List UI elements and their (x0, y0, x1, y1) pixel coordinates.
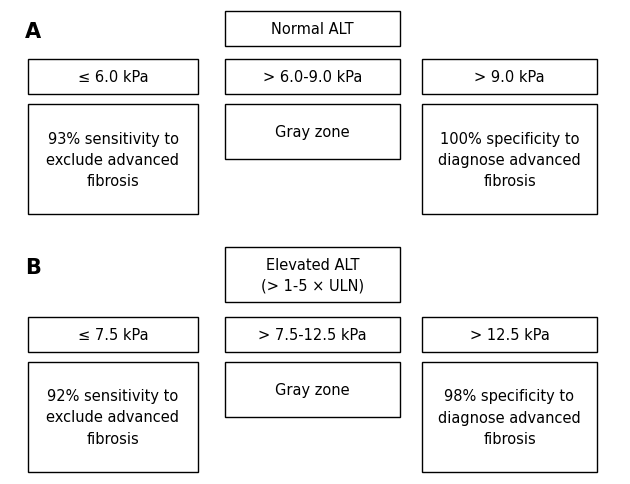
Text: 98% specificity to
diagnose advanced
fibrosis: 98% specificity to diagnose advanced fib… (438, 389, 581, 446)
Text: > 7.5-12.5 kPa: > 7.5-12.5 kPa (258, 327, 367, 342)
Text: Gray zone: Gray zone (275, 382, 350, 397)
Bar (225, 362, 400, 417)
Text: B: B (25, 257, 41, 277)
Bar (28, 362, 198, 472)
Text: > 6.0-9.0 kPa: > 6.0-9.0 kPa (263, 70, 362, 85)
Text: 93% sensitivity to
exclude advanced
fibrosis: 93% sensitivity to exclude advanced fibr… (47, 131, 180, 188)
Bar (225, 12, 400, 47)
Text: Elevated ALT
(> 1-5 × ULN): Elevated ALT (> 1-5 × ULN) (261, 257, 364, 293)
Bar (225, 247, 400, 302)
Text: 100% specificity to
diagnose advanced
fibrosis: 100% specificity to diagnose advanced fi… (438, 131, 581, 188)
Text: > 9.0 kPa: > 9.0 kPa (474, 70, 545, 85)
Bar (422, 318, 597, 352)
Bar (422, 105, 597, 214)
Bar (422, 362, 597, 472)
Bar (422, 60, 597, 95)
Text: > 12.5 kPa: > 12.5 kPa (469, 327, 549, 342)
Text: ≤ 6.0 kPa: ≤ 6.0 kPa (77, 70, 148, 85)
Text: Normal ALT: Normal ALT (271, 22, 354, 37)
Bar (28, 318, 198, 352)
Bar (225, 60, 400, 95)
Bar (28, 60, 198, 95)
Text: ≤ 7.5 kPa: ≤ 7.5 kPa (77, 327, 148, 342)
Text: A: A (25, 22, 41, 42)
Bar (225, 318, 400, 352)
Bar (225, 105, 400, 160)
Text: 92% sensitivity to
exclude advanced
fibrosis: 92% sensitivity to exclude advanced fibr… (47, 389, 180, 446)
Bar (28, 105, 198, 214)
Text: Gray zone: Gray zone (275, 125, 350, 140)
